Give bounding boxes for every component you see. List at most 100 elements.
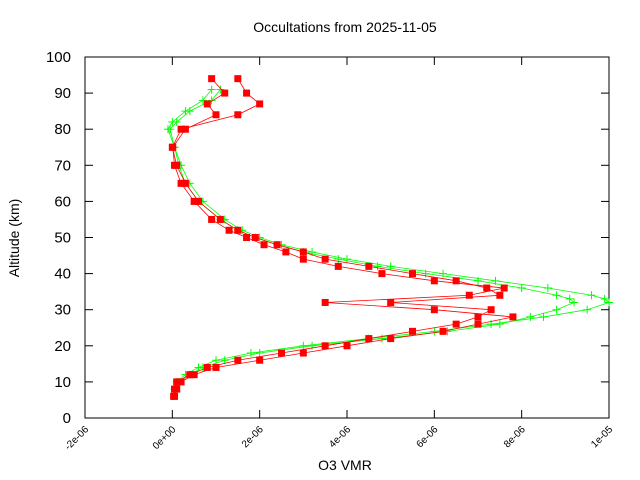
point (278, 349, 285, 357)
plot-frame (84, 56, 610, 419)
y-tick-label: 30 (54, 302, 71, 319)
point (409, 270, 416, 278)
point (570, 298, 579, 307)
point (539, 312, 548, 321)
point (430, 327, 439, 336)
point (171, 392, 179, 400)
profile-line (171, 78, 502, 397)
point (299, 248, 307, 256)
point (185, 107, 194, 116)
profile-line (172, 78, 514, 397)
point (439, 327, 447, 335)
point (212, 111, 220, 119)
point (234, 356, 242, 364)
point (212, 363, 220, 371)
point (208, 215, 216, 223)
point (251, 234, 259, 241)
point (195, 197, 203, 205)
point (587, 291, 596, 300)
point (198, 96, 207, 105)
point (190, 371, 198, 379)
y-tick-label: 90 (54, 85, 71, 102)
point (365, 335, 373, 343)
x-tick-label: -2e-06 (63, 424, 92, 453)
point (203, 100, 211, 108)
x-tick-label: 4e-06 (327, 424, 353, 450)
point (334, 255, 343, 264)
x-axis-label: O3 VMR (318, 457, 372, 473)
point (181, 125, 189, 133)
point (430, 277, 438, 285)
point (203, 363, 211, 371)
point (255, 349, 264, 358)
point (256, 100, 264, 108)
point (496, 291, 504, 299)
y-tick-label: 10 (54, 374, 71, 391)
point (243, 89, 251, 97)
point (334, 262, 342, 270)
y-tick-label: 20 (54, 338, 71, 355)
point (234, 226, 242, 234)
point (282, 248, 290, 256)
y-tick-label: 50 (54, 230, 71, 247)
point (177, 378, 185, 386)
point (208, 75, 216, 83)
point (583, 305, 592, 314)
point (299, 349, 307, 357)
point (321, 298, 329, 306)
profile-line (167, 89, 610, 390)
point (321, 342, 329, 350)
point (483, 284, 491, 292)
point (365, 262, 373, 270)
point (474, 276, 482, 285)
point (552, 305, 561, 314)
point (186, 371, 194, 379)
x-tick-label: 1e-05 (589, 424, 615, 450)
point (409, 327, 416, 335)
point (207, 96, 216, 105)
point (517, 284, 526, 293)
point (169, 143, 177, 151)
point (173, 378, 181, 386)
point (526, 312, 535, 321)
y-axis-label: Altitude (km) (6, 199, 22, 278)
y-tick-label: 70 (54, 157, 71, 174)
point (172, 117, 181, 126)
point (500, 284, 508, 292)
point (216, 215, 224, 223)
point (373, 262, 382, 271)
point (216, 85, 225, 94)
point (243, 234, 251, 241)
y-tick-label: 60 (54, 193, 71, 210)
point (234, 75, 242, 83)
point (343, 255, 351, 264)
point (308, 341, 317, 350)
point (177, 125, 185, 133)
point (474, 320, 482, 328)
point (378, 270, 386, 278)
point (173, 385, 181, 393)
x-tick-label: 8e-06 (502, 424, 528, 450)
point (387, 298, 395, 306)
point (600, 294, 609, 303)
point (452, 320, 460, 328)
point (181, 179, 189, 187)
x-tick-label: 0e+00 (151, 424, 179, 452)
point (495, 320, 504, 329)
point (605, 298, 613, 307)
point (234, 111, 242, 119)
point (377, 334, 386, 343)
point (565, 294, 574, 303)
profile-line (169, 89, 575, 390)
point (207, 85, 216, 94)
x-tick-label: 2e-06 (240, 424, 266, 450)
point (343, 342, 351, 350)
y-tick-label: 0 (63, 410, 71, 427)
point (177, 179, 185, 187)
point (171, 161, 179, 169)
point (386, 262, 395, 271)
point (190, 197, 198, 205)
point (430, 306, 438, 314)
y-tick-label: 40 (54, 266, 71, 283)
